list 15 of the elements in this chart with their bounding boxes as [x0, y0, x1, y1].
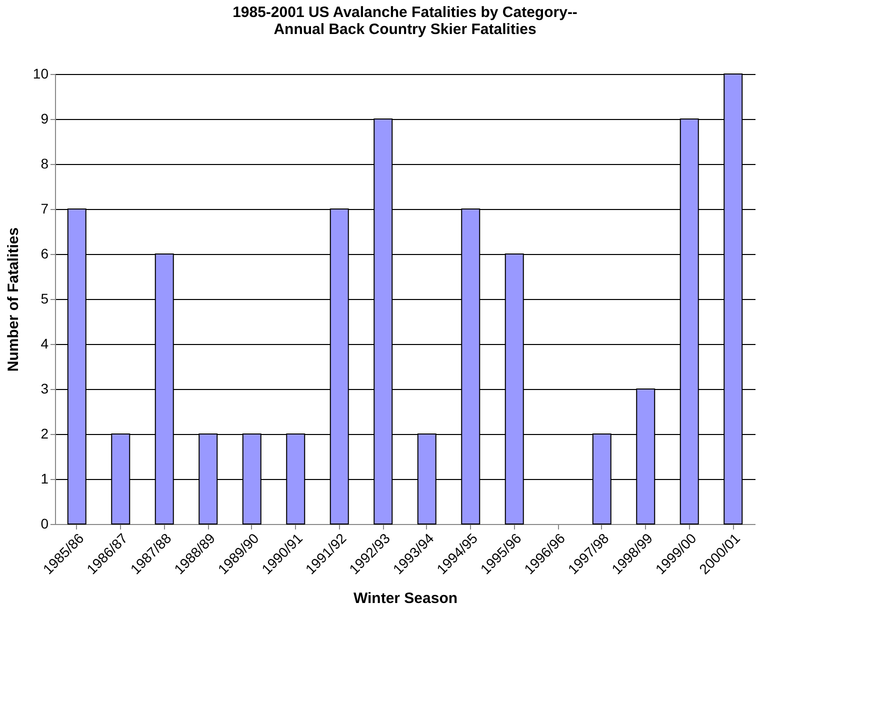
- y-tick-label: 4: [40, 336, 49, 352]
- y-tick-label: 10: [32, 66, 49, 82]
- text: Annual Back Country Skier Fatalities: [274, 21, 536, 38]
- text: 1985-2001 US Avalanche Fatalities by Category--: [232, 4, 578, 21]
- y-tick-label: 6: [40, 246, 49, 262]
- y-tick-label: 0: [40, 516, 49, 532]
- y-tick-label: 1: [40, 470, 49, 486]
- y-tick-label: 7: [40, 200, 49, 216]
- x-axis-title: Winter Season: [353, 590, 458, 608]
- y-tick-label: 8: [40, 156, 49, 172]
- y-tick-label: 2: [40, 426, 49, 442]
- y-tick-label: 5: [40, 290, 49, 306]
- y-tick-label: 9: [40, 110, 49, 126]
- y-axis-title: Number of Fatalities: [4, 227, 22, 372]
- y-tick-label: 3: [40, 380, 49, 396]
